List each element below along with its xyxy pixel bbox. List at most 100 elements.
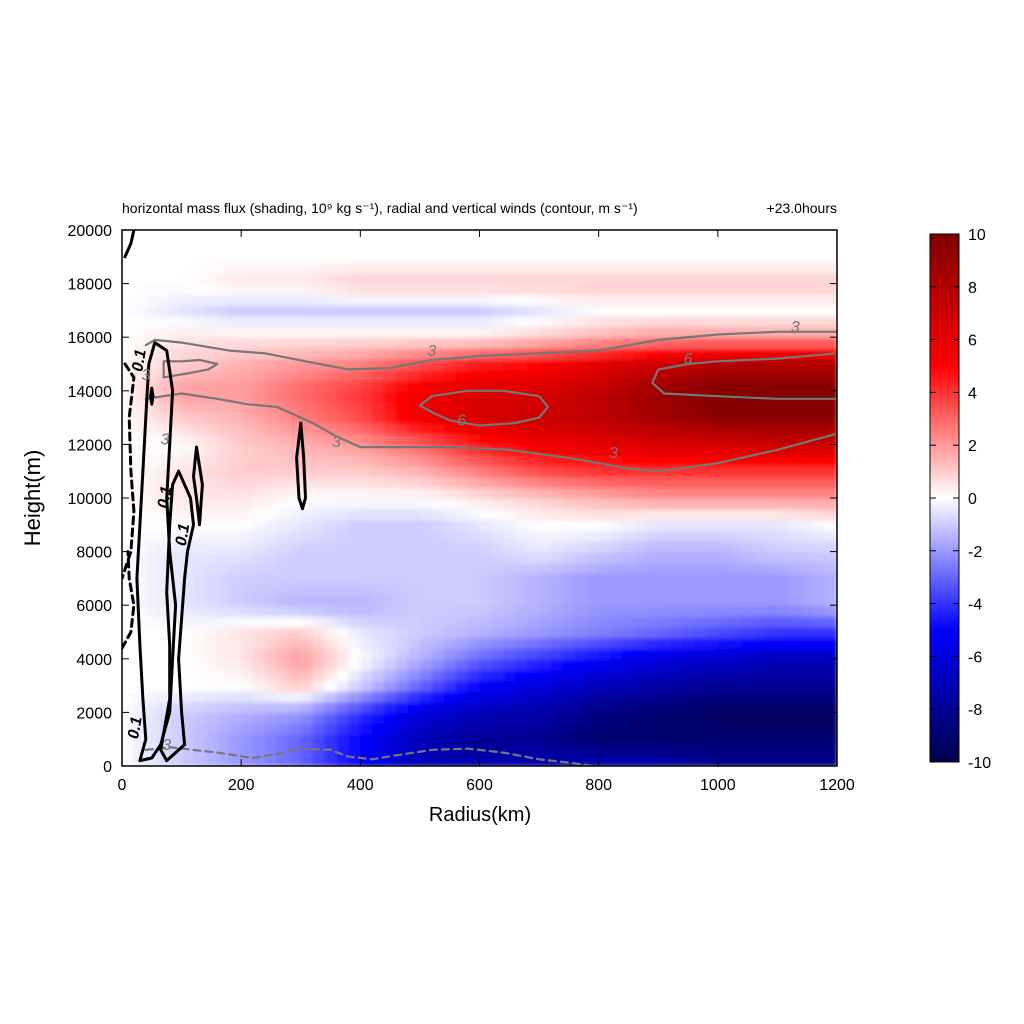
- shading-cell: [479, 337, 493, 349]
- shading-cell: [265, 337, 278, 349]
- shading-cell: [551, 551, 564, 564]
- shading-cell: [777, 251, 791, 263]
- shading-cell: [705, 487, 719, 499]
- shading-cell: [562, 230, 576, 242]
- shading-cell: [396, 305, 409, 317]
- shading-cell: [670, 305, 683, 317]
- shading-cell: [253, 262, 266, 274]
- shading-cell: [324, 605, 338, 617]
- shading-cell: [789, 530, 803, 542]
- shading-cell: [694, 401, 707, 414]
- shading-cell: [467, 658, 481, 671]
- shading-cell: [419, 551, 433, 564]
- shading-cell: [741, 658, 755, 671]
- shading-cell: [205, 551, 219, 564]
- shading-cell: [527, 401, 540, 414]
- shading-cell: [336, 508, 350, 521]
- shading-cell: [527, 380, 540, 392]
- shading-cell: [348, 412, 362, 424]
- shading-cell: [562, 744, 576, 757]
- shading-cell: [670, 380, 683, 392]
- shading-cell: [765, 530, 779, 542]
- shading-cell: [527, 508, 540, 521]
- y-tick-label: 12000: [68, 437, 113, 454]
- shading-cell: [396, 658, 409, 671]
- shading-cell: [586, 690, 600, 703]
- shading-cell: [586, 605, 600, 617]
- vertical-wind-contour--0p1: [122, 362, 136, 580]
- shading-cell: [515, 605, 528, 617]
- shading-cell: [348, 648, 362, 660]
- shading-cell: [741, 347, 755, 360]
- shading-cell: [574, 240, 588, 253]
- shading-cell: [443, 422, 457, 435]
- shading-cell: [431, 594, 445, 606]
- shading-cell: [813, 294, 826, 306]
- shading-cell: [825, 508, 837, 521]
- shading-cell: [408, 251, 421, 263]
- shading-cell: [372, 465, 385, 478]
- shading-cell: [372, 272, 385, 285]
- shading-cell: [122, 712, 135, 724]
- shading-cell: [610, 401, 624, 414]
- shading-cell: [634, 455, 648, 467]
- shading-cell: [765, 755, 779, 766]
- shading-cell: [801, 615, 814, 628]
- shading-cell: [145, 498, 159, 510]
- shading-cell: [682, 455, 695, 467]
- shading-cell: [777, 347, 791, 360]
- shading-cell: [777, 637, 791, 649]
- shading-cell: [801, 422, 814, 435]
- shading-cell: [610, 615, 624, 628]
- shading-cell: [801, 658, 814, 671]
- shading-cell: [705, 551, 719, 564]
- shading-cell: [622, 637, 636, 649]
- shading-cell: [336, 562, 350, 574]
- shading-cell: [467, 712, 481, 724]
- shading-cell: [551, 723, 564, 735]
- shading-cell: [217, 626, 231, 639]
- shading-cell: [562, 626, 576, 639]
- shading-cell: [539, 369, 552, 381]
- y-tick-label: 0: [103, 759, 112, 776]
- shading-cell: [670, 240, 683, 253]
- shading-cell: [396, 540, 409, 553]
- shading-cell: [217, 240, 231, 253]
- shading-cell: [491, 733, 505, 746]
- shading-cell: [622, 305, 636, 317]
- shading-cell: [574, 401, 588, 414]
- shading-cell: [801, 305, 814, 317]
- shading-cell: [586, 347, 600, 360]
- shading-cell: [753, 540, 767, 553]
- shading-cell: [157, 540, 171, 553]
- shading-cell: [562, 669, 576, 682]
- shading-cell: [384, 701, 397, 714]
- shading-cell: [443, 230, 457, 242]
- shading-cell: [253, 401, 266, 414]
- shading-cell: [479, 347, 493, 360]
- shading-cell: [777, 723, 791, 735]
- shading-cell: [419, 347, 433, 360]
- shading-cell: [312, 648, 326, 660]
- shading-cell: [789, 680, 803, 692]
- shading-cell: [634, 658, 648, 671]
- shading-cell: [813, 551, 826, 564]
- shading-cell: [622, 476, 636, 489]
- shading-cell: [300, 680, 314, 692]
- shading-cell: [122, 658, 135, 671]
- shading-cell: [813, 337, 826, 349]
- shading-cell: [789, 272, 803, 285]
- shading-cell: [288, 723, 302, 735]
- shading-cell: [753, 658, 767, 671]
- shading-cell: [610, 562, 624, 574]
- shading-cell: [694, 262, 707, 274]
- shading-cell: [443, 294, 457, 306]
- shading-cell: [408, 283, 421, 296]
- shading-cell: [265, 712, 278, 724]
- shading-cell: [217, 337, 231, 349]
- shading-cell: [539, 723, 552, 735]
- shading-cell: [467, 337, 481, 349]
- shading-cell: [455, 412, 469, 424]
- shading-cell: [133, 733, 147, 746]
- shading-cell: [241, 444, 254, 456]
